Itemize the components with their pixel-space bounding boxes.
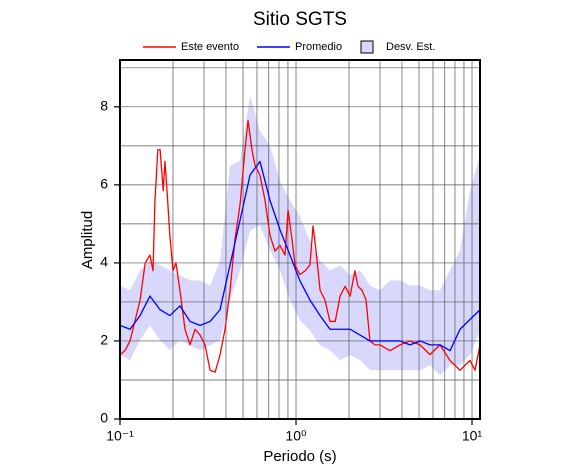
y-tick-label: 2 <box>100 332 108 348</box>
legend-swatch <box>360 40 374 54</box>
y-tick-label: 6 <box>100 176 108 192</box>
chart-title: Sitio SGTS <box>253 9 347 30</box>
legend-label: Desv. Est. <box>386 41 435 53</box>
series-line <box>119 160 481 352</box>
y-tick-label: 0 <box>100 410 108 426</box>
series-line <box>119 119 481 373</box>
x-axis-label: Periodo (s) <box>263 448 336 465</box>
std-band <box>120 95 480 376</box>
legend-label: Este evento <box>181 41 239 53</box>
legend-label: Promedio <box>295 41 342 53</box>
y-tick-label: 8 <box>100 98 108 114</box>
x-tick-label: 10⁰ <box>285 428 307 444</box>
plot-frame <box>119 59 481 420</box>
y-axis-label: Amplitud <box>79 211 96 269</box>
y-tick-label: 4 <box>100 254 108 270</box>
x-tick-label: 10¹ <box>462 428 483 444</box>
x-tick-label: 10⁻¹ <box>106 428 134 444</box>
